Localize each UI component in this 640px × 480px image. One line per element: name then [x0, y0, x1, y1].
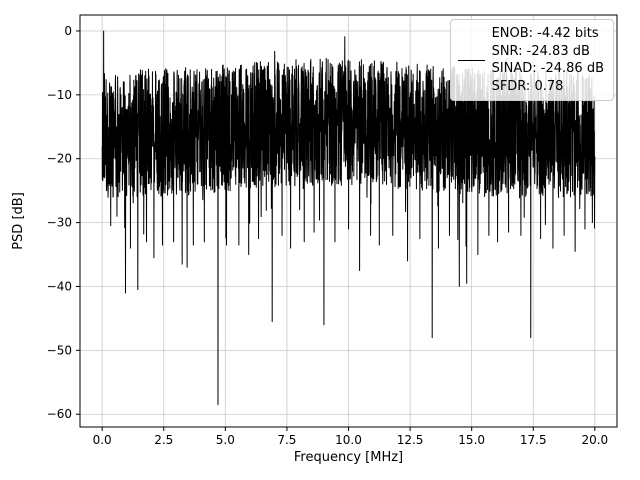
- legend-enob: ENOB: -4.42 bits: [491, 26, 599, 41]
- legend: ENOB: -4.42 bits SNR: -24.83 dB SINAD: -…: [449, 19, 614, 102]
- x-axis-label: Frequency [MHz]: [294, 450, 403, 465]
- legend-text: ENOB: -4.42 bits SNR: -24.83 dB SINAD: -…: [492, 25, 604, 95]
- legend-line-sample: [457, 59, 485, 61]
- y-tick-label: −60: [47, 407, 72, 421]
- x-tick-label: 2.5: [154, 433, 173, 447]
- x-tick-label: 5.0: [216, 433, 235, 447]
- y-tick-label: −40: [47, 279, 72, 293]
- y-axis-label: PSD [dB]: [11, 192, 26, 250]
- x-tick-label: 0.0: [93, 433, 112, 447]
- psd-noise-trace: [101, 30, 596, 406]
- x-tick-label: 15.0: [458, 433, 485, 447]
- legend-sinad: SINAD: -24.86 dB: [491, 61, 604, 77]
- y-tick-label: 0: [64, 24, 72, 38]
- y-tick-label: −20: [47, 152, 72, 166]
- x-tick-label: 12.5: [397, 433, 424, 447]
- x-tick-label: 17.5: [520, 433, 547, 447]
- legend-sfdr: SFDR: 0.78: [491, 78, 564, 94]
- x-tick-label: 10.0: [335, 433, 362, 447]
- x-tick-label: 20.0: [581, 433, 608, 447]
- x-tick-label: 7.5: [277, 433, 296, 447]
- y-tick-label: −50: [47, 343, 72, 357]
- y-tick-label: −30: [47, 216, 72, 230]
- y-tick-label: −10: [47, 88, 72, 102]
- legend-snr: SNR: -24.83 dB: [491, 43, 590, 59]
